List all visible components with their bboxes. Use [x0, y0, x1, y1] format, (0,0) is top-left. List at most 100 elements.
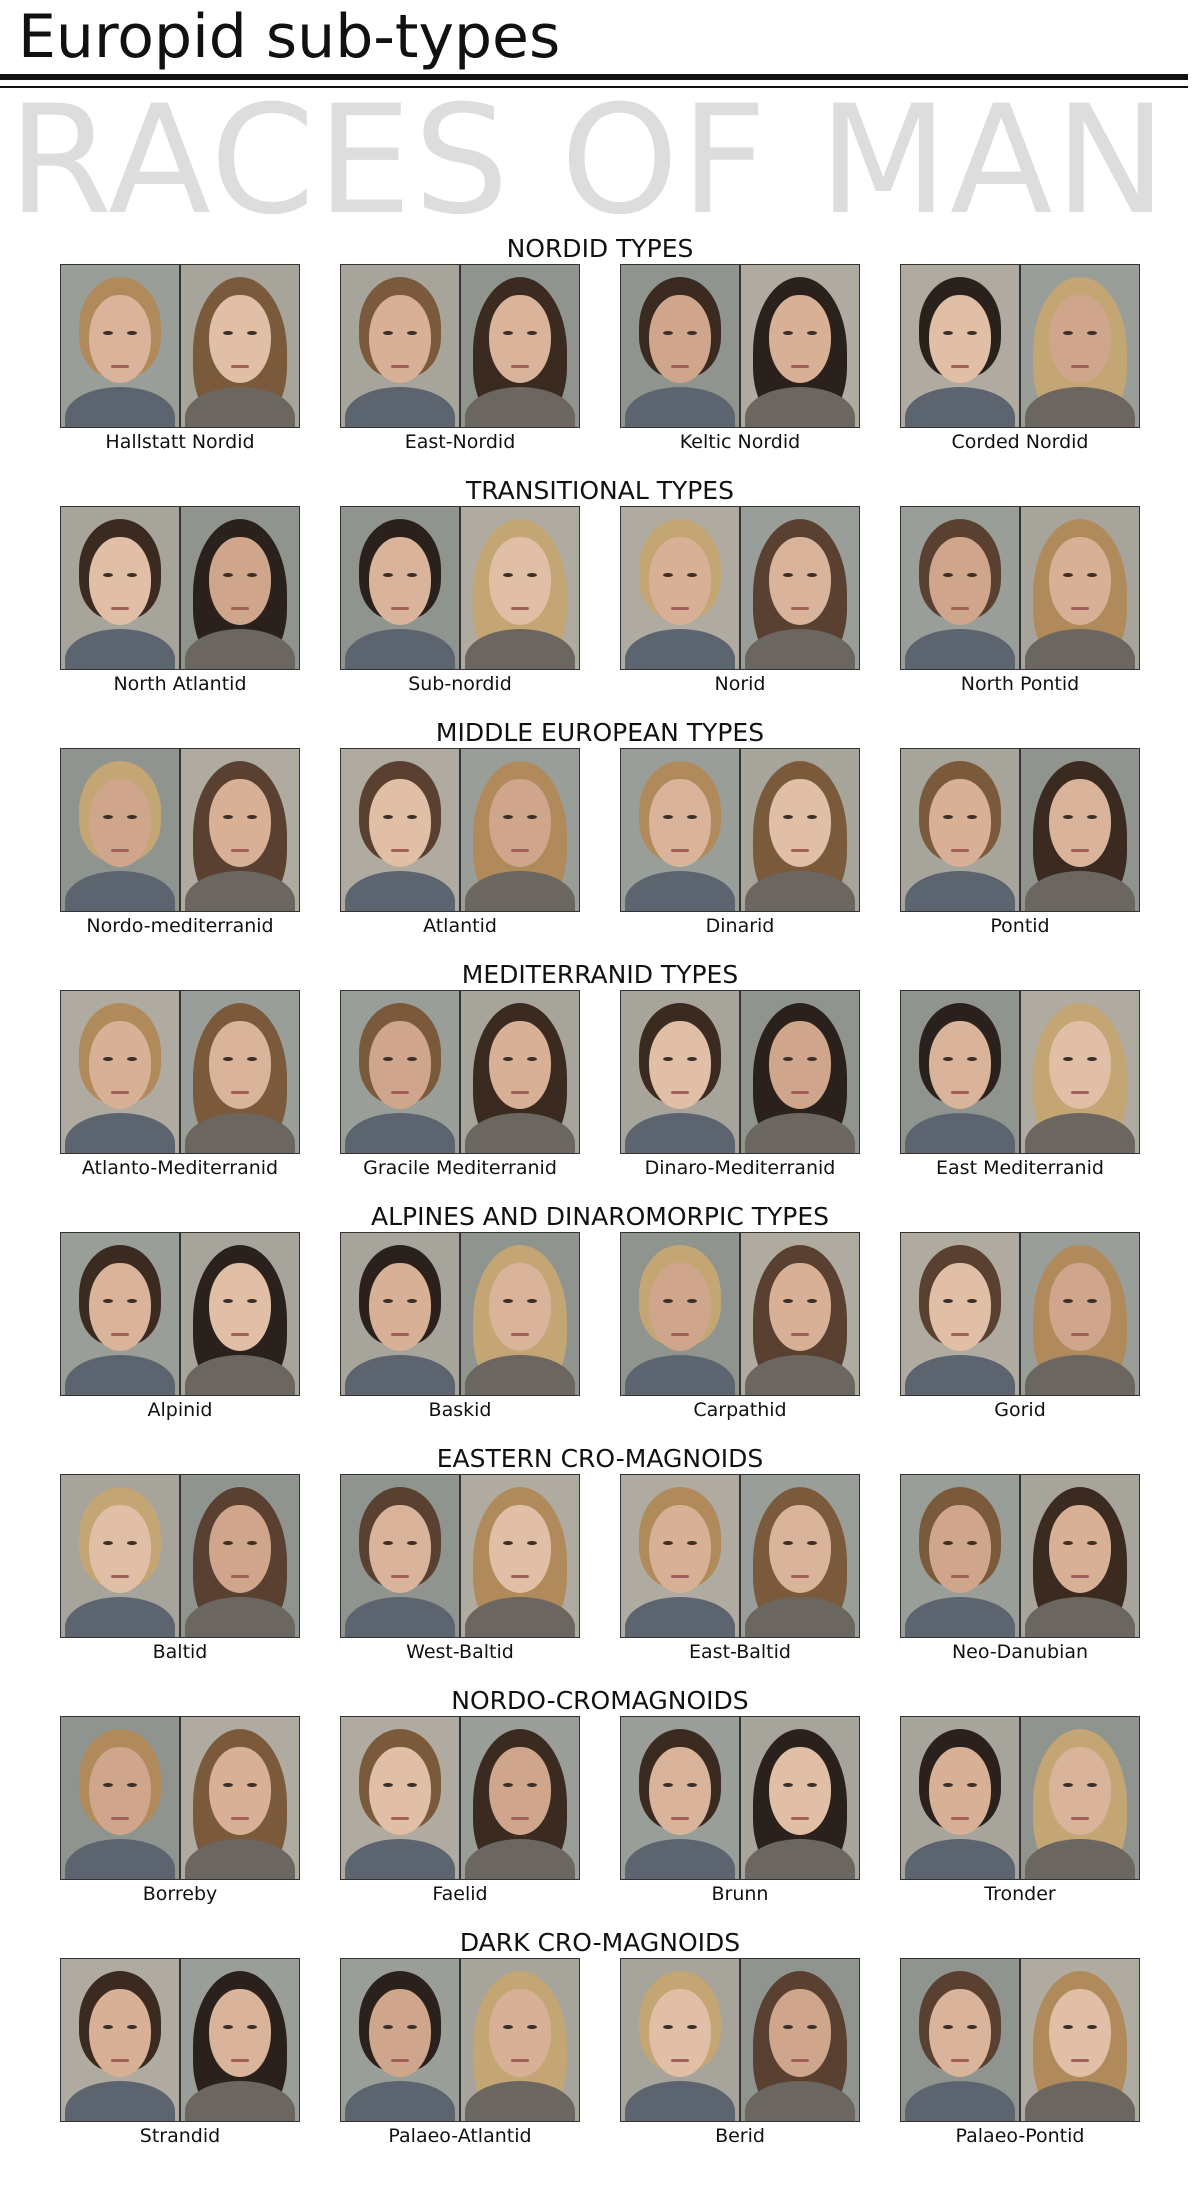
female-face: [740, 264, 860, 428]
mouth: [231, 365, 249, 368]
face-pair: Keltic Nordid: [615, 264, 865, 456]
shoulders: [1025, 629, 1135, 669]
eye: [407, 1783, 417, 1787]
female-face: [1020, 1232, 1140, 1396]
mouth: [671, 607, 689, 610]
eye: [663, 1783, 673, 1787]
shoulders: [65, 387, 175, 427]
eye: [807, 331, 817, 335]
face-skin: [769, 1263, 831, 1351]
mouth: [791, 1817, 809, 1820]
female-face: [460, 990, 580, 1154]
face-pair: Tronder: [895, 1716, 1145, 1908]
section: MEDITERRANID TYPES Atlanto-Mediterranid Gr…: [0, 960, 1200, 1202]
face-skin: [209, 779, 271, 867]
male-face: [60, 1474, 180, 1638]
female-face: [1020, 1958, 1140, 2122]
eye: [663, 2025, 673, 2029]
shoulders: [465, 1839, 575, 1879]
face-skin: [489, 1747, 551, 1835]
faces: [895, 1474, 1145, 1638]
mouth: [951, 1091, 969, 1094]
face-pair: Brunn: [615, 1716, 865, 1908]
section-title: NORDID TYPES: [506, 234, 694, 263]
face-skin: [649, 1747, 711, 1835]
shoulders: [625, 387, 735, 427]
type-label: Palaeo-Pontid: [955, 2125, 1085, 2147]
eye: [383, 331, 393, 335]
eye: [783, 1783, 793, 1787]
face-skin: [1049, 779, 1111, 867]
mouth: [231, 1575, 249, 1578]
mouth: [791, 1575, 809, 1578]
section: MIDDLE EUROPEAN TYPES Nordo-mediterranid A…: [0, 718, 1200, 960]
shoulders: [65, 871, 175, 911]
row: Alpinid Baskid Carpathid Gorid: [0, 1232, 1200, 1424]
eye: [1087, 1299, 1097, 1303]
type-label: Atlantid: [423, 915, 497, 937]
type-label: Berid: [715, 2125, 765, 2147]
male-face: [900, 506, 1020, 670]
female-face: [740, 1716, 860, 1880]
eye: [127, 1057, 137, 1061]
mouth: [511, 365, 529, 368]
face-pair: Carpathid: [615, 1232, 865, 1424]
female-face: [740, 1958, 860, 2122]
male-face: [60, 506, 180, 670]
mouth: [1071, 1817, 1089, 1820]
face-skin: [209, 1263, 271, 1351]
female-face: [740, 1474, 860, 1638]
face-skin: [1049, 1747, 1111, 1835]
section: NORDID TYPES Hallstatt Nordid East-Nordid K…: [0, 234, 1200, 476]
type-label: Palaeo-Atlantid: [388, 2125, 532, 2147]
eye: [103, 1783, 113, 1787]
faces: [55, 506, 305, 670]
eye: [1063, 1299, 1073, 1303]
eye: [407, 1299, 417, 1303]
shoulders: [345, 871, 455, 911]
eye: [943, 815, 953, 819]
mouth: [391, 1817, 409, 1820]
shoulders: [1025, 1113, 1135, 1153]
faces: [335, 748, 585, 912]
mouth: [511, 1575, 529, 1578]
face-skin: [489, 295, 551, 383]
face-skin: [369, 1747, 431, 1835]
face-pair: Faelid: [335, 1716, 585, 1908]
face-skin: [489, 1505, 551, 1593]
mouth: [391, 1091, 409, 1094]
mouth: [511, 1333, 529, 1336]
eye: [783, 1541, 793, 1545]
eye: [127, 1783, 137, 1787]
section: EASTERN CRO-MAGNOIDS Baltid West-Baltid Eas…: [0, 1444, 1200, 1686]
type-label: Dinaro-Mediterranid: [644, 1157, 836, 1179]
face-skin: [489, 537, 551, 625]
shoulders: [345, 387, 455, 427]
shoulders: [1025, 1597, 1135, 1637]
eye: [127, 2025, 137, 2029]
type-label: Dinarid: [705, 915, 775, 937]
mouth: [671, 2059, 689, 2062]
eye: [103, 573, 113, 577]
female-face: [460, 1474, 580, 1638]
mouth: [1071, 365, 1089, 368]
female-face: [180, 748, 300, 912]
eye: [383, 2025, 393, 2029]
face-skin: [929, 1263, 991, 1351]
face-pair: Sub-nordid: [335, 506, 585, 698]
face-skin: [89, 1263, 151, 1351]
shoulders: [905, 1839, 1015, 1879]
eye: [1063, 1783, 1073, 1787]
row: North Atlantid Sub-nordid Norid North Ponti…: [0, 506, 1200, 698]
shoulders: [345, 2081, 455, 2121]
type-label: Carpathid: [693, 1399, 787, 1421]
faces: [895, 1716, 1145, 1880]
face-skin: [649, 779, 711, 867]
sections: NORDID TYPES Hallstatt Nordid East-Nordid K…: [0, 234, 1200, 2170]
section-title: TRANSITIONAL TYPES: [466, 476, 734, 505]
mouth: [951, 1575, 969, 1578]
male-face: [900, 1232, 1020, 1396]
faces: [335, 1958, 585, 2122]
mouth: [231, 1817, 249, 1820]
eye: [503, 1057, 513, 1061]
